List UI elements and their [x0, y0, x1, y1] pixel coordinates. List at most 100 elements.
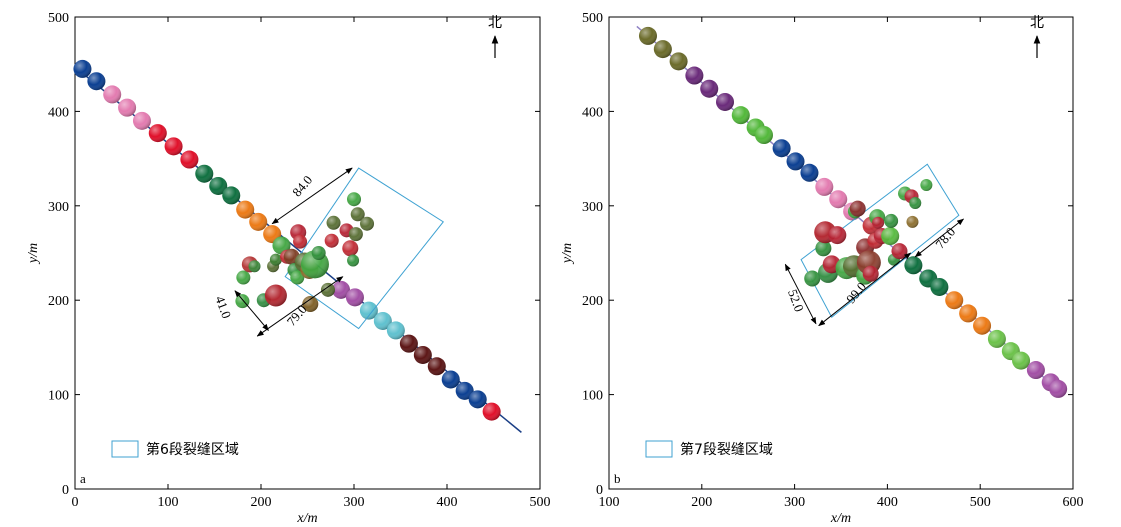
legend-swatch: [645, 440, 673, 458]
perforation-point-shade: [455, 381, 474, 400]
microseismic-event-shade: [236, 270, 251, 285]
x-tick-label: 400: [437, 495, 458, 510]
perforation-point-shade: [685, 66, 704, 85]
perforation-point-shade: [249, 212, 268, 231]
panel-a: 0 100 200 300 400 500 0 100 200 300 400 500 x/m y/m a 北…: [26, 11, 551, 526]
perforation-point-shade: [731, 106, 750, 125]
perforation-point-shade: [236, 200, 255, 219]
microseismic-event-shade: [293, 234, 308, 249]
x-tick-label: 500: [530, 495, 551, 510]
y-axis-label: y/m: [560, 243, 575, 265]
perforation-point-shade: [904, 256, 923, 275]
microseismic-event-shade: [342, 240, 359, 257]
perforation-point-shade: [786, 152, 805, 171]
dimension-arrow: [256, 276, 344, 337]
dimension-arrow: [818, 252, 912, 327]
microseismic-event-shade: [348, 227, 363, 242]
perforation-point-shade: [987, 329, 1006, 348]
panel-label: b: [614, 471, 621, 486]
perforation-point-shade: [441, 370, 460, 389]
perforation-point-shade: [222, 186, 241, 205]
perforation-point-shade: [118, 98, 137, 117]
perforation-point-shade: [754, 126, 773, 144]
perforation-point-shade: [815, 177, 834, 196]
perforation-point-shade: [345, 288, 364, 307]
microseismic-event-shade: [350, 207, 365, 222]
y-tick-label: 300: [582, 200, 603, 215]
perforation-point-shade: [132, 111, 151, 130]
x-tick-label: 500: [970, 495, 991, 510]
microseismic-event-shade: [248, 260, 261, 273]
perforation-point-shade: [829, 190, 848, 209]
microseismic-event-shade: [347, 192, 361, 207]
x-tick-label: 300: [784, 495, 805, 510]
microseismic-event-shade: [881, 227, 900, 246]
plot-frame: [608, 16, 1074, 490]
y-tick-label: 100: [48, 389, 69, 404]
x-tick-label: 300: [344, 495, 365, 510]
x-axis-label: x/m: [296, 511, 317, 526]
perforation-point-shade: [468, 390, 487, 409]
microseismic-event-shade: [828, 226, 847, 245]
microseismic-event-shade: [920, 179, 933, 192]
perforation-point-shade: [1026, 361, 1045, 380]
microseismic-event-shade: [804, 270, 821, 287]
perforation-point-shade: [973, 316, 992, 335]
microseismic-event-shade: [347, 254, 360, 267]
dimension-arrow: [914, 218, 965, 258]
y-tick-label: 500: [582, 11, 603, 26]
perforation-point-shade: [945, 291, 964, 310]
perforation-point-shade: [73, 59, 92, 78]
panel-b: 100 200 300 400 500 6000100200300400500x/my/m…: [560, 11, 1084, 526]
microseismic-event-shade: [891, 243, 908, 260]
perforation-point-shade: [669, 52, 688, 71]
y-tick-label: 500: [48, 11, 69, 26]
y-tick-label: 0: [62, 483, 69, 498]
dimension-label: 41.0: [212, 294, 234, 321]
dimension-label: 78.0: [932, 224, 958, 251]
dimension-arrow: [784, 263, 817, 325]
x-tick-label: 200: [251, 495, 272, 510]
perforation-point-shade: [1049, 379, 1068, 398]
x-tick-label: 0: [72, 495, 79, 510]
dimension-arrow: [271, 167, 353, 225]
perforation-point-shade: [716, 92, 734, 111]
microseismic-event-shade: [326, 215, 341, 230]
perforation-point-shade: [359, 301, 378, 320]
perforation-point-shade: [700, 79, 719, 98]
panel-label: a: [80, 471, 86, 486]
perforation-point-shade: [373, 311, 392, 330]
perforation-point-shade: [800, 163, 819, 182]
x-tick-label: 200: [691, 495, 712, 510]
x-axis-label: x/m: [830, 511, 851, 526]
x-tick-label: 100: [599, 495, 620, 510]
legend-label: 第7段裂缝区域: [680, 441, 773, 458]
y-tick-label: 400: [582, 105, 603, 120]
perforation-point-shade: [148, 124, 167, 143]
y-tick-label: 200: [582, 294, 603, 309]
microseismic-event-shade: [360, 216, 375, 231]
north-label: 北: [1030, 15, 1044, 31]
y-tick-label: 400: [48, 105, 69, 120]
dimension-label: 52.0: [785, 287, 807, 314]
microseismic-event-shade: [884, 213, 899, 228]
perforation-point-shade: [772, 139, 791, 158]
y-axis-label: y/m: [26, 243, 41, 265]
legend-swatch: [111, 440, 139, 458]
microseismic-event-shade: [311, 246, 326, 260]
microseismic-event-shade: [872, 216, 885, 229]
x-tick-label: 100: [158, 495, 179, 510]
microseismic-event-shade: [906, 215, 919, 228]
perforation-point-shade: [87, 72, 106, 91]
perforation-point-shade: [653, 40, 672, 59]
perforation-point-shade: [930, 277, 949, 296]
perforation-point-shade: [386, 321, 405, 340]
microseismic-event-shade: [849, 200, 866, 217]
perforation-point-shade: [1012, 351, 1031, 370]
perforation-point-shade: [399, 334, 418, 353]
perforation-point-shade: [195, 164, 214, 183]
microseismic-event-shade: [862, 265, 879, 282]
north-label: 北: [488, 15, 502, 31]
perforation-point-shade: [164, 137, 183, 156]
